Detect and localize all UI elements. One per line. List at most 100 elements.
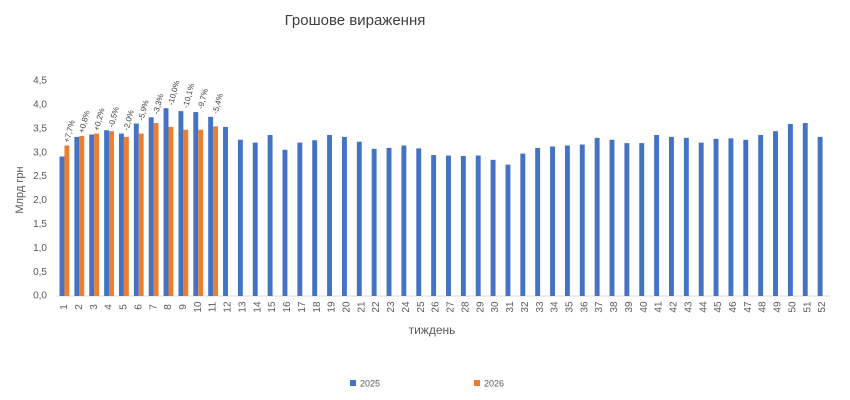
x-tick-label: 51 bbox=[802, 301, 813, 313]
y-tick-label: 1,5 bbox=[33, 219, 47, 230]
x-tick-label: 37 bbox=[594, 301, 605, 313]
x-tick-label: 19 bbox=[327, 301, 338, 313]
x-tick-label: 11 bbox=[208, 301, 219, 312]
bar bbox=[713, 138, 719, 296]
bar bbox=[356, 141, 362, 296]
x-tick-label: 13 bbox=[237, 301, 248, 313]
bar bbox=[773, 131, 778, 296]
annotation: -0,5% bbox=[107, 106, 121, 129]
x-tick-label: 1 bbox=[59, 304, 70, 310]
y-tick-label: 2,5 bbox=[33, 171, 47, 182]
x-tick-label: 33 bbox=[535, 301, 546, 313]
bar bbox=[475, 155, 481, 296]
bar bbox=[535, 147, 541, 296]
bar bbox=[624, 143, 630, 296]
x-tick-label: 35 bbox=[564, 301, 575, 313]
legend-label: 2025 bbox=[360, 378, 380, 388]
bar bbox=[118, 133, 124, 296]
annotation: -10,1% bbox=[181, 82, 196, 109]
bar bbox=[698, 142, 704, 296]
bar bbox=[371, 148, 377, 296]
y-axis-label: Млрд грн bbox=[14, 166, 26, 213]
x-tick-label: 27 bbox=[446, 301, 457, 313]
y-tick-label: 0,0 bbox=[33, 291, 47, 302]
x-tick-label: 52 bbox=[817, 301, 828, 313]
x-tick-label: 45 bbox=[713, 301, 724, 313]
y-tick-label: 4,5 bbox=[33, 76, 47, 87]
x-tick-label: 48 bbox=[758, 301, 769, 313]
bar bbox=[728, 138, 734, 296]
x-tick-label: 6 bbox=[133, 304, 144, 310]
annotation: -10,0% bbox=[166, 79, 181, 106]
bar bbox=[550, 146, 555, 296]
x-tick-label: 43 bbox=[683, 301, 694, 313]
bar bbox=[109, 131, 114, 296]
x-tick-label: 36 bbox=[579, 301, 590, 313]
bar bbox=[505, 164, 511, 296]
bar bbox=[579, 144, 585, 296]
x-tick-label: 42 bbox=[669, 301, 680, 313]
bar bbox=[401, 145, 407, 296]
y-tick-label: 4,0 bbox=[33, 100, 47, 111]
x-tick-label: 38 bbox=[609, 301, 620, 313]
bar bbox=[669, 136, 674, 296]
bar bbox=[59, 156, 65, 296]
x-tick-label: 25 bbox=[416, 301, 427, 313]
bar bbox=[183, 129, 189, 296]
y-tick-label: 0,5 bbox=[33, 267, 47, 278]
bar bbox=[594, 137, 600, 296]
x-tick-label: 2 bbox=[74, 304, 85, 310]
x-tick-label: 34 bbox=[550, 301, 561, 313]
y-tick-label: 1,0 bbox=[33, 243, 47, 254]
bar bbox=[237, 139, 243, 296]
x-tick-label: 7 bbox=[148, 304, 159, 310]
bar bbox=[431, 155, 437, 296]
bar bbox=[123, 136, 129, 296]
bar bbox=[639, 143, 645, 296]
chart-title: Грошове вираження bbox=[285, 12, 426, 29]
x-tick-label: 21 bbox=[356, 301, 367, 313]
x-tick-label: 14 bbox=[252, 301, 263, 313]
x-tick-label: 20 bbox=[342, 301, 353, 313]
bar bbox=[193, 112, 199, 296]
bar bbox=[564, 145, 570, 296]
x-tick-label: 9 bbox=[178, 304, 189, 310]
x-tick-label: 30 bbox=[490, 301, 501, 313]
annotation: -3,3% bbox=[151, 93, 165, 116]
legend-swatch bbox=[474, 380, 480, 386]
x-tick-label: 28 bbox=[460, 301, 471, 313]
bar bbox=[213, 126, 218, 296]
bar bbox=[79, 135, 85, 296]
x-tick-label: 16 bbox=[282, 301, 293, 313]
x-tick-label: 26 bbox=[431, 301, 442, 313]
x-tick-label: 3 bbox=[89, 304, 100, 310]
bar bbox=[609, 139, 615, 296]
bar bbox=[297, 142, 303, 296]
x-tick-label: 31 bbox=[505, 301, 516, 313]
bar bbox=[743, 139, 749, 296]
bar bbox=[178, 111, 184, 296]
x-tick-label: 29 bbox=[475, 301, 486, 313]
y-tick-label: 3,0 bbox=[33, 147, 47, 158]
bar bbox=[64, 145, 70, 296]
bar bbox=[89, 134, 95, 296]
bar bbox=[654, 134, 660, 296]
y-tick-label: 3,5 bbox=[33, 123, 47, 134]
x-tick-label: 5 bbox=[119, 304, 130, 310]
bar bbox=[138, 133, 144, 296]
x-tick-label: 17 bbox=[297, 301, 308, 313]
bar bbox=[104, 130, 110, 296]
bar bbox=[446, 155, 451, 296]
bar bbox=[74, 136, 80, 296]
x-tick-label: 32 bbox=[520, 301, 531, 313]
annotation: -5,4% bbox=[211, 92, 225, 115]
x-tick-label: 22 bbox=[371, 301, 382, 313]
x-tick-label: 4 bbox=[104, 304, 115, 310]
bar bbox=[282, 149, 288, 296]
x-tick-label: 40 bbox=[639, 301, 650, 313]
x-tick-label: 49 bbox=[773, 301, 784, 313]
bar bbox=[460, 156, 466, 296]
bar bbox=[327, 134, 333, 296]
bar bbox=[490, 159, 496, 296]
